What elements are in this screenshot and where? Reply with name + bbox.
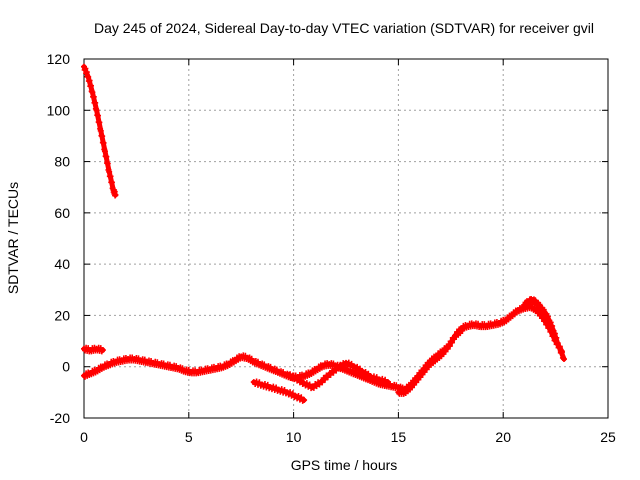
x-tick-label: 25 [600, 429, 616, 445]
data-point [94, 112, 101, 119]
x-tick-label: 0 [80, 429, 88, 445]
data-point [551, 330, 558, 337]
data-point [301, 397, 308, 404]
data-point [86, 77, 93, 84]
data-point [92, 99, 99, 106]
y-tick-label: 40 [54, 256, 70, 272]
data-point [558, 349, 565, 356]
y-tick-label: 80 [54, 154, 70, 170]
data-points [81, 63, 567, 404]
data-point [104, 160, 111, 167]
series-2 [81, 344, 106, 355]
series-7 [395, 327, 465, 397]
y-tick-label: -20 [50, 410, 70, 426]
data-point [554, 340, 561, 347]
axis-ticks: 0 5 10 15 20 25 -20 0 20 40 60 80 100 120 [47, 51, 616, 445]
data-point [560, 356, 567, 363]
data-point [112, 191, 119, 198]
plot-border [83, 58, 609, 419]
data-point [107, 173, 114, 180]
x-axis-label: GPS time / hours [291, 457, 398, 473]
data-point [103, 153, 110, 160]
data-point [446, 342, 453, 349]
x-tick-label: 15 [391, 429, 407, 445]
series-3 [81, 302, 565, 394]
data-point [448, 339, 455, 346]
data-point [553, 334, 560, 341]
data-point [100, 139, 107, 146]
x-tick-label: 10 [286, 429, 302, 445]
data-point [556, 344, 563, 351]
data-point [90, 93, 97, 100]
chart-title: Day 245 of 2024, Sidereal Day-to-day VTE… [94, 20, 594, 36]
data-point [458, 327, 465, 334]
y-axis-label: SDTVAR / TECUs [5, 182, 21, 294]
data-point [99, 347, 106, 354]
x-tick-label: 5 [185, 429, 193, 445]
data-point [87, 82, 94, 89]
data-point [356, 365, 363, 372]
y-tick-label: 100 [47, 102, 71, 118]
series-5 [250, 378, 308, 404]
y-tick-label: 120 [47, 51, 71, 67]
data-point [99, 133, 106, 140]
data-point [108, 179, 115, 186]
y-tick-label: 20 [54, 307, 70, 323]
data-point [384, 379, 391, 386]
x-tick-label: 20 [495, 429, 511, 445]
data-point [298, 377, 305, 384]
series-6 [284, 359, 391, 392]
series-1 [81, 63, 119, 199]
data-point [559, 354, 566, 361]
grid [84, 59, 608, 418]
data-point [365, 370, 372, 377]
y-tick-label: 60 [54, 205, 70, 221]
data-point [96, 119, 103, 126]
series-4 [521, 295, 567, 363]
y-tick-label: 0 [62, 359, 70, 375]
